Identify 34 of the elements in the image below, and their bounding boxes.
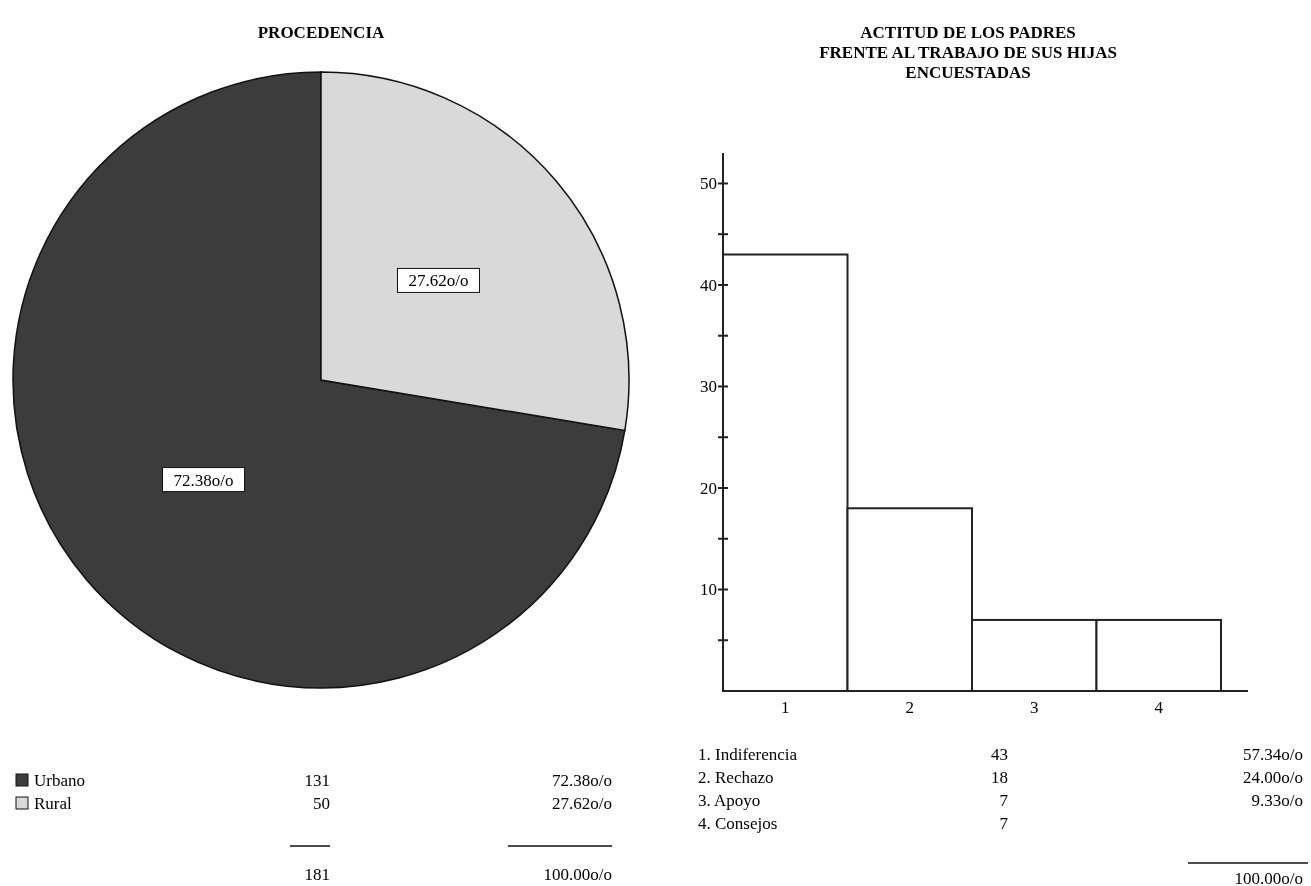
- text: 131: [304, 771, 330, 790]
- x-tick-label: 2: [905, 698, 914, 717]
- y-tick-label: 40: [700, 275, 717, 295]
- y-tick-label: 50: [700, 174, 717, 194]
- pie-slice: [12, 71, 626, 689]
- y-tick-label: 30: [700, 377, 717, 397]
- chart-title: ACTITUD DE LOS PADRES FRENTE AL TRABAJO DE SUS HIJAS ENCUESTADAS: [819, 23, 1117, 82]
- text: 2. Rechazo: [698, 768, 774, 787]
- text: 43: [991, 745, 1008, 764]
- text: 4. Consejos: [698, 814, 778, 833]
- text: 7: [999, 814, 1009, 833]
- legend-label: Rural: [34, 794, 73, 813]
- text: 1. Indiferencia: [698, 745, 798, 764]
- text: 181: [304, 865, 330, 884]
- text: 57.34o/o: [1243, 745, 1303, 764]
- text: 100.00o/o: [1234, 869, 1303, 886]
- data-label: 27.62o/o: [408, 271, 469, 291]
- x-tick-label: 4: [1154, 698, 1164, 717]
- x-tick-label: 3: [1030, 698, 1039, 717]
- text: 7: [999, 791, 1009, 810]
- x-tick-label: 1: [781, 698, 790, 717]
- text: 3. Apoyo: [698, 791, 761, 810]
- text: 18: [991, 768, 1008, 787]
- text: 100.00o/o: [543, 865, 612, 884]
- chart-title: PROCEDENCIA: [257, 23, 385, 42]
- text: 72.38o/o: [552, 771, 612, 790]
- y-tick-label: 20: [700, 478, 717, 498]
- text: 9.33o/o: [1251, 791, 1303, 810]
- y-tick-label: 10: [700, 580, 717, 600]
- text: 50: [313, 794, 330, 813]
- legend-label: Urbano: [34, 771, 85, 790]
- data-label: 72.38o/o: [173, 470, 234, 490]
- text: 27.62o/o: [552, 794, 612, 813]
- text: 24.00o/o: [1243, 768, 1303, 787]
